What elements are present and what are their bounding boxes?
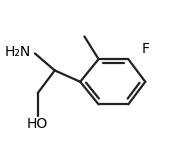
Text: F: F	[141, 42, 149, 56]
Text: HO: HO	[27, 117, 48, 131]
Text: H₂N: H₂N	[4, 45, 31, 59]
